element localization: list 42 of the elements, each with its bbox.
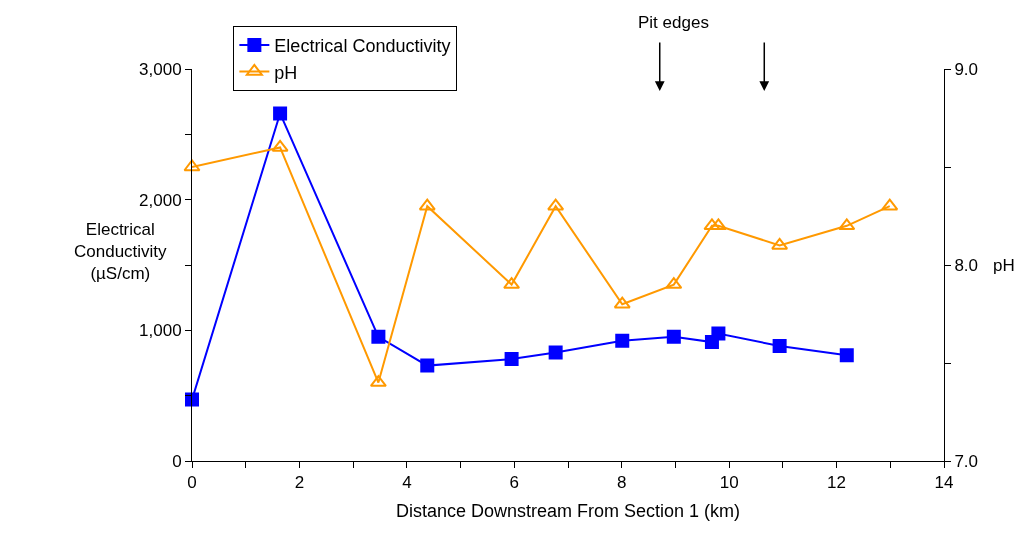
x-tick-label: 10 — [719, 473, 739, 493]
point — [709, 218, 727, 231]
point — [881, 198, 899, 211]
y2-tick-label: 7.0 — [954, 451, 979, 471]
point — [772, 339, 787, 354]
point — [838, 218, 856, 231]
point — [185, 392, 199, 407]
x-tick-label: 12 — [827, 473, 847, 493]
y-tick-label: 3,000 — [139, 59, 182, 79]
point — [183, 159, 201, 172]
point — [271, 139, 289, 152]
point — [371, 329, 386, 344]
x-tick-label: 0 — [187, 473, 197, 493]
y-axis-title: Electrical Conductivity (µS/cm) — [74, 220, 168, 284]
text: Pit edges — [638, 13, 709, 32]
y-tick-label: 0 — [172, 451, 182, 471]
point — [711, 326, 726, 341]
y-tick-label: 1,000 — [139, 321, 182, 341]
x-axis-title: Distance Downstream From Section 1 (km) — [395, 500, 741, 521]
x-tick-label: 14 — [934, 473, 954, 493]
y2-axis-title: pH — [993, 256, 1015, 275]
point — [504, 352, 519, 367]
point — [703, 218, 721, 231]
point — [547, 198, 565, 211]
x-tick-label: 4 — [402, 473, 412, 493]
point — [666, 329, 681, 344]
point — [615, 333, 630, 348]
y2-tick-label: 8.0 — [954, 255, 979, 275]
legend-label: Electrical Conductivity — [274, 36, 451, 57]
point — [613, 296, 631, 309]
point — [839, 348, 854, 363]
point — [418, 198, 436, 211]
point — [273, 106, 288, 121]
x-tick-label: 8 — [616, 473, 627, 493]
y-tick-label: 2,000 — [139, 190, 182, 210]
point — [771, 237, 789, 250]
y2-tick-label: 9.0 — [954, 59, 979, 79]
point — [548, 345, 563, 360]
legend-label: pH — [274, 62, 298, 83]
x-tick-label: 2 — [294, 473, 305, 493]
x-tick-label: 6 — [509, 473, 520, 493]
point — [420, 358, 435, 373]
